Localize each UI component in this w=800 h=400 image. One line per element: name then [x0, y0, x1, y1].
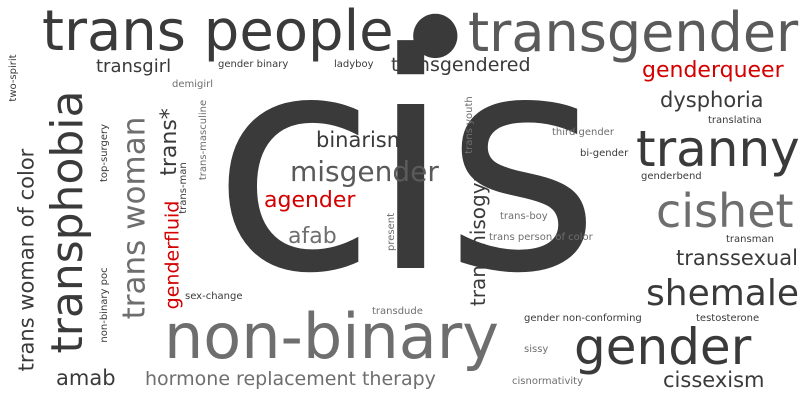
word-present: present	[386, 212, 397, 252]
word-gender: gender	[574, 318, 752, 376]
word-agender: agender	[264, 188, 356, 213]
word-hormone-replacement-therapy: hormone replacement therapy	[145, 368, 436, 390]
word-transsexual: transsexual	[676, 246, 798, 270]
word-transphobia: transphobia	[42, 90, 93, 354]
word-cis: cis	[212, 0, 601, 339]
word-trans-people: trans people	[42, 0, 394, 64]
word-demigirl: demigirl	[172, 79, 214, 90]
word-sex-change: sex-change	[185, 291, 243, 302]
word-transdude: transdude	[372, 306, 423, 317]
word-afab: afab	[288, 224, 337, 249]
word-dysphoria: dysphoria	[660, 88, 764, 112]
word-genderqueer: genderqueer	[642, 58, 784, 83]
word-trans-masculine: trans-masculine	[198, 99, 209, 181]
word-ladyboy: ladyboy	[334, 59, 374, 70]
word-binarism: binarism	[316, 128, 408, 152]
word-transgender: transgender	[468, 1, 799, 64]
word-third-gender: third gender	[552, 127, 614, 138]
word-shemale: shemale	[646, 273, 799, 314]
word-translatina: translatina	[708, 115, 762, 126]
word-cishet: cishet	[656, 184, 794, 238]
word-transman: transman	[726, 234, 774, 245]
word-bi-gender: bi-gender	[580, 148, 629, 159]
word-sissy: sissy	[524, 344, 549, 355]
word-transgirl: transgirl	[96, 56, 172, 77]
word-trans-woman-of-color: trans woman of color	[14, 148, 39, 372]
word-transgendered: transgendered	[391, 54, 531, 76]
word-genderbend: genderbend	[641, 171, 702, 182]
word-trans-youth: trans youth	[464, 96, 475, 154]
word-misgender: misgender	[290, 155, 439, 188]
word-testosterone: testosterone	[696, 313, 760, 324]
word-transmisogyny: transmisogyny	[466, 157, 490, 307]
word-tranny: tranny	[636, 120, 800, 178]
word-top-surgery: top-surgery	[99, 123, 110, 183]
word-gender-binary: gender binary	[218, 59, 289, 70]
word-cisnormativity: cisnormativity	[512, 376, 583, 387]
word-non-binary-poc: non-binary poc	[99, 267, 110, 343]
word-non-binary: non-binary	[164, 300, 499, 373]
dot-glyph: ●	[410, 0, 461, 65]
word-trans-boy: trans-boy	[500, 211, 548, 222]
word-gender-non-conforming: gender non-conforming	[524, 313, 642, 324]
word-two-spirit: two-spirit	[8, 54, 19, 102]
word-trans-person-of-color: trans person of color	[489, 232, 593, 243]
word-trans-woman: trans woman	[116, 116, 153, 320]
word-genderfluid: genderfluid	[161, 200, 184, 310]
word-amab: amab	[56, 366, 116, 390]
word-cissexism: cissexism	[663, 368, 765, 392]
word-trans-man: trans-man	[178, 162, 189, 214]
